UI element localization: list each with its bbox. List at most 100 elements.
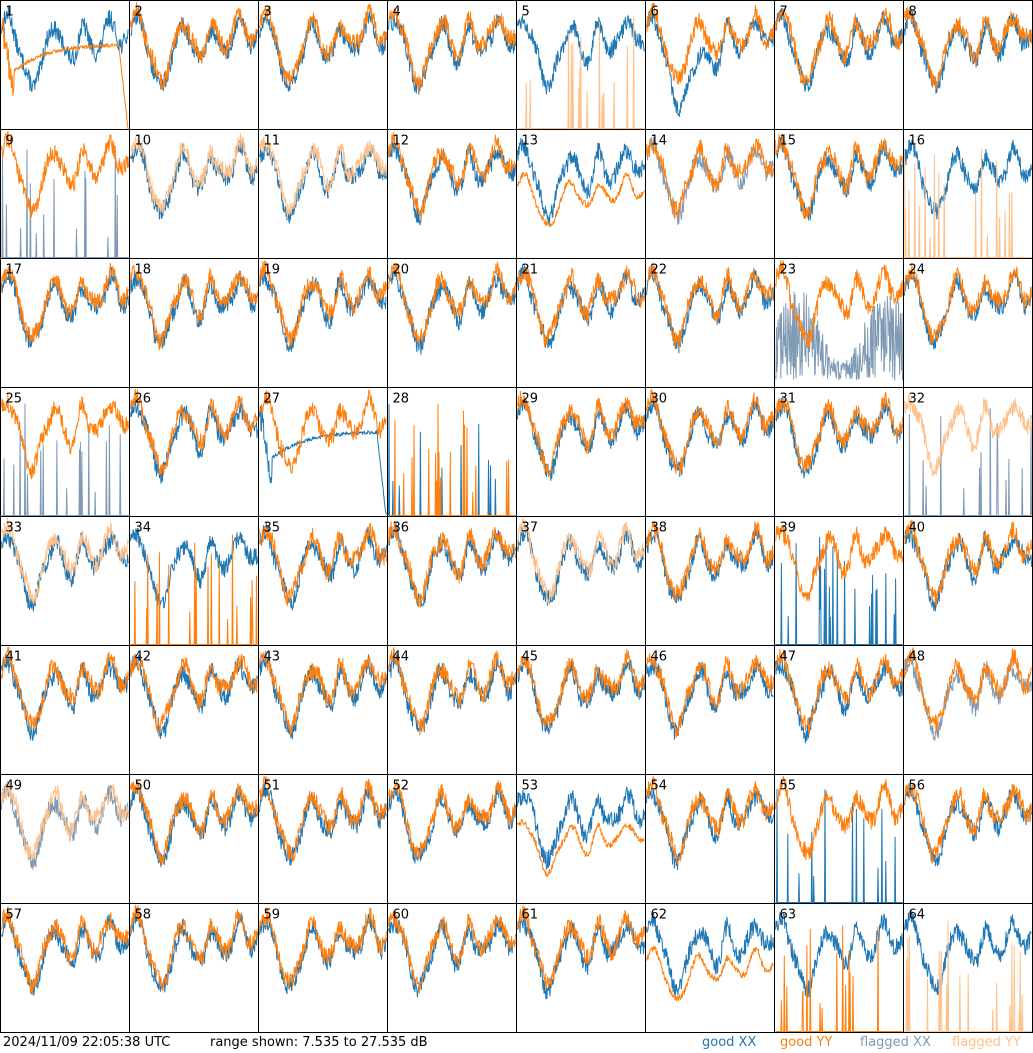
series-xx-39 xyxy=(775,537,903,645)
panel-frame xyxy=(387,387,517,517)
series-xx-23 xyxy=(775,291,903,381)
panel-48: 48 xyxy=(903,645,1033,775)
panel-label: 28 xyxy=(393,392,410,407)
panel-33: 33 xyxy=(0,516,130,646)
series-yy-8 xyxy=(904,6,1032,91)
series-xx-46 xyxy=(646,658,774,740)
panel-63: 63 xyxy=(774,903,904,1033)
panel-3: 3 xyxy=(258,0,388,130)
panel-label: 63 xyxy=(780,908,797,923)
panel-label: 20 xyxy=(393,263,410,278)
panel-label: 26 xyxy=(135,392,152,407)
series-xx-36 xyxy=(388,522,516,607)
panel-frame xyxy=(774,774,904,904)
panel-7: 7 xyxy=(774,0,904,130)
series-yy-29 xyxy=(517,390,645,478)
panel-frame xyxy=(645,516,775,646)
series-yy-40 xyxy=(904,519,1032,608)
panel-43: 43 xyxy=(258,645,388,775)
series-yy-47 xyxy=(775,648,903,735)
panel-label: 11 xyxy=(264,134,281,149)
series-yy-31 xyxy=(775,391,903,473)
panel-label: 41 xyxy=(6,650,23,665)
panel-label: 19 xyxy=(264,263,281,278)
panel-label: 52 xyxy=(393,779,410,794)
series-yy-16 xyxy=(904,148,1032,258)
panel-1: 1 xyxy=(0,0,130,130)
panel-22: 22 xyxy=(645,258,775,388)
panel-label: 12 xyxy=(393,134,410,149)
panel-label: 35 xyxy=(264,521,281,536)
panel-64: 64 xyxy=(903,903,1033,1033)
panel-frame xyxy=(903,516,1033,646)
series-xx-63 xyxy=(775,912,903,998)
series-xx-51 xyxy=(259,781,387,866)
panel-2: 2 xyxy=(129,0,259,130)
series-yy-59 xyxy=(259,907,387,990)
panel-label: 55 xyxy=(780,779,797,794)
series-yy-20 xyxy=(388,262,516,344)
panel-6: 6 xyxy=(645,0,775,130)
panel-label: 34 xyxy=(135,521,152,536)
panel-label: 4 xyxy=(393,5,401,20)
panel-label: 21 xyxy=(522,263,539,278)
panel-56: 56 xyxy=(903,774,1033,904)
panel-59: 59 xyxy=(258,903,388,1033)
panel-21: 21 xyxy=(516,258,646,388)
panel-8: 8 xyxy=(903,0,1033,130)
panel-58: 58 xyxy=(129,903,259,1033)
series-yy-64 xyxy=(904,920,1032,1032)
panel-frame xyxy=(0,258,130,388)
panel-label: 48 xyxy=(909,650,926,665)
panel-19: 19 xyxy=(258,258,388,388)
series-yy-11 xyxy=(259,136,387,219)
panel-label: 60 xyxy=(393,908,410,923)
series-yy-2 xyxy=(130,2,258,90)
series-yy-54 xyxy=(646,776,774,865)
series-yy-44 xyxy=(388,647,516,736)
panel-frame xyxy=(645,129,775,259)
series-xx-21 xyxy=(517,264,645,349)
panel-label: 6 xyxy=(651,5,659,20)
series-xx-53 xyxy=(517,786,645,870)
panel-label: 53 xyxy=(522,779,539,794)
panel-51: 51 xyxy=(258,774,388,904)
series-yy-9 xyxy=(1,131,129,218)
series-xx-25 xyxy=(1,403,129,516)
series-yy-6 xyxy=(646,2,774,85)
panel-26: 26 xyxy=(129,387,259,517)
panel-label: 14 xyxy=(651,134,668,149)
series-yy-5 xyxy=(517,15,645,129)
panel-50: 50 xyxy=(129,774,259,904)
legend-flagged-yy: flagged YY xyxy=(952,1035,1021,1050)
panel-label: 27 xyxy=(264,392,281,407)
panel-label: 18 xyxy=(135,263,152,278)
panel-label: 17 xyxy=(6,263,23,278)
series-yy-15 xyxy=(775,133,903,220)
series-yy-62 xyxy=(646,945,774,1002)
legend-flagged-xx: flagged XX xyxy=(860,1035,931,1050)
series-yy-49 xyxy=(1,782,129,862)
panel-37: 37 xyxy=(516,516,646,646)
panel-44: 44 xyxy=(387,645,517,775)
series-yy-51 xyxy=(259,776,387,862)
series-yy-53 xyxy=(517,818,645,878)
panel-label: 36 xyxy=(393,521,410,536)
panel-12: 12 xyxy=(387,129,517,259)
panel-60: 60 xyxy=(387,903,517,1033)
panel-label: 44 xyxy=(393,650,410,665)
series-yy-56 xyxy=(904,783,1032,864)
series-yy-60 xyxy=(388,911,516,994)
panel-label: 7 xyxy=(780,5,788,20)
panel-label: 59 xyxy=(264,908,281,923)
panel-frame xyxy=(129,645,259,775)
panel-frame xyxy=(645,258,775,388)
panel-31: 31 xyxy=(774,387,904,517)
panel-label: 33 xyxy=(6,521,23,536)
series-xx-55 xyxy=(775,788,903,903)
series-yy-23 xyxy=(775,260,903,348)
panel-frame xyxy=(516,903,646,1033)
series-xx-40 xyxy=(904,528,1032,612)
panel-9: 9 xyxy=(0,129,130,259)
